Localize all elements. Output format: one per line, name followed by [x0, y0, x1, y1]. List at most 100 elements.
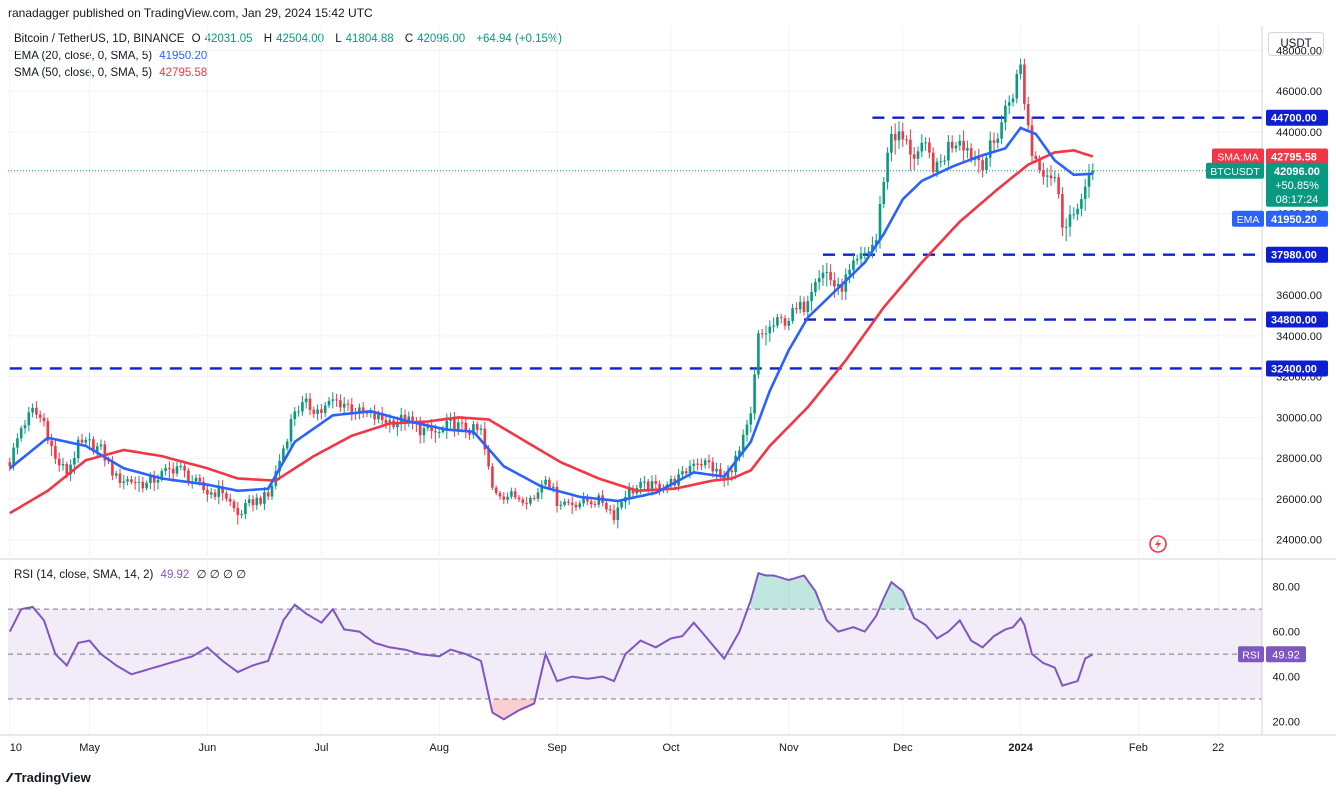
candle-body	[297, 411, 300, 413]
candle-body	[947, 141, 950, 161]
candle-body	[65, 464, 69, 475]
candle-body	[12, 447, 15, 467]
candle-body	[27, 412, 31, 426]
candle-body	[529, 497, 532, 504]
candle-body	[730, 470, 734, 473]
time-tick-label: Jul	[314, 742, 328, 754]
candle-body	[852, 260, 855, 270]
level-price-tag-bg	[1266, 311, 1328, 328]
candle-body	[61, 464, 65, 466]
candle-body	[1053, 177, 1057, 179]
candle-body	[426, 425, 430, 429]
candle-body	[263, 492, 266, 504]
currency-button[interactable]: USDT	[1268, 32, 1324, 56]
price-tick-label: 34000.00	[1276, 331, 1322, 343]
candle-body	[650, 481, 654, 492]
candle-body	[456, 422, 460, 432]
candle-body	[494, 487, 498, 494]
rsi-pane	[0, 558, 1336, 721]
candle-body	[578, 503, 582, 508]
candle-body	[1038, 158, 1041, 171]
candle-body	[350, 404, 354, 413]
candle-body	[346, 403, 350, 405]
candle-body	[460, 422, 464, 424]
candle-body	[692, 463, 696, 466]
sma-name-tag-bg	[1212, 148, 1264, 165]
candle-body	[50, 440, 53, 447]
candle-body	[16, 438, 19, 448]
legend-rsi-value: 49.92	[160, 569, 190, 581]
moving-average-lines	[8, 126, 1094, 515]
candle-body	[703, 460, 707, 466]
candle-body	[168, 468, 171, 470]
candle-body	[221, 486, 224, 494]
candle-body	[479, 428, 483, 430]
candle-body	[753, 374, 756, 414]
candle-body	[1042, 170, 1045, 177]
candle-body	[1030, 125, 1034, 156]
candle-body	[8, 462, 12, 467]
legend-sma-value: 42795.58	[159, 67, 208, 79]
sma50-line	[9, 148, 1094, 515]
candle-body	[392, 420, 395, 428]
candle-body	[601, 495, 604, 503]
candle-body	[627, 488, 631, 497]
tradingview-wordmark: TradingView	[14, 770, 91, 785]
candle-body	[213, 492, 217, 497]
legend-c-label: C	[404, 33, 414, 45]
candle-body	[1015, 74, 1019, 99]
candle-body	[198, 477, 202, 482]
candle-body	[806, 301, 810, 313]
legend-ema-label[interactable]: EMA (20, close, 0, SMA, 5)	[14, 50, 153, 62]
time-tick-label: Feb	[1129, 742, 1148, 754]
candle-body	[768, 326, 772, 334]
candle-body	[871, 244, 874, 252]
candle-body	[377, 413, 380, 420]
candle-body	[316, 409, 319, 414]
candle-body	[342, 403, 346, 408]
legend-high: 42504.00	[276, 33, 325, 45]
candle-body	[897, 131, 901, 141]
time-tick-label: 2024	[1008, 742, 1033, 754]
candle-body	[232, 501, 236, 509]
flash-icon[interactable]	[1149, 535, 1167, 553]
tradingview-logo[interactable]: ⁄⁄ TradingView	[8, 770, 91, 785]
candle-body	[76, 439, 80, 459]
rsi-overbought-fill	[25, 606, 33, 610]
level-price-tag: 32400.00	[1271, 363, 1317, 375]
legend-sma-label[interactable]: SMA (50, close, 0, SMA, 5)	[14, 67, 153, 79]
candle-body	[734, 455, 737, 473]
candle-body	[483, 428, 487, 450]
candle-body	[920, 142, 924, 152]
candle-body	[122, 481, 126, 483]
candle-body	[1091, 170, 1095, 174]
level-price-tag-bg	[1266, 360, 1328, 377]
sma-price-tag: 42795.58	[1271, 152, 1317, 164]
candle-body	[684, 471, 688, 474]
candle-body	[42, 417, 46, 422]
candle-body	[954, 145, 958, 149]
candle-body	[187, 470, 190, 483]
candle-body	[688, 465, 692, 474]
candle-body	[422, 428, 426, 436]
candle-body	[1004, 105, 1007, 123]
rsi-name-tag-bg	[1238, 646, 1264, 663]
candle-body	[859, 253, 863, 259]
candle-body	[916, 151, 920, 159]
candle-body	[126, 479, 129, 482]
legend-symbol[interactable]: Bitcoin / TetherUS, 1D, BINANCE	[14, 33, 185, 45]
candle-body	[160, 471, 164, 480]
candle-body	[323, 405, 327, 413]
candle-body	[977, 157, 981, 161]
candle-body	[358, 407, 361, 414]
candle-body	[23, 425, 27, 429]
rsi-name-tag: RSI	[1242, 649, 1260, 661]
candle-body	[867, 251, 870, 253]
legend-rsi-label[interactable]: RSI (14, close, SMA, 14, 2)	[14, 569, 154, 581]
candle-body	[152, 476, 156, 483]
candle-body	[388, 420, 392, 424]
candle-body	[776, 317, 779, 326]
candle-body	[696, 463, 699, 465]
candle-body	[111, 460, 114, 476]
